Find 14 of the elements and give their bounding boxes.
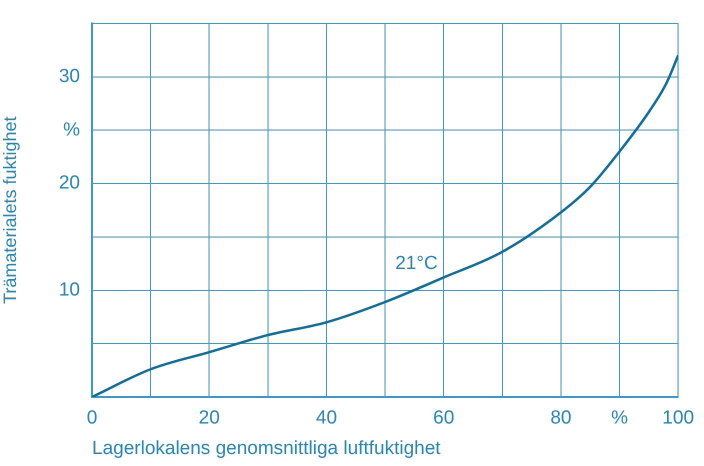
x-tick-label: 60 [433, 408, 454, 429]
y-tick-label: 20 [58, 172, 80, 194]
y-tick-label: % [63, 119, 80, 140]
x-tick-label: 40 [316, 408, 338, 429]
x-tick-label: 80 [550, 408, 572, 429]
x-tick-label: 100 [662, 408, 694, 429]
series-label: 21°C [395, 253, 438, 274]
y-axis-title: Trämaterialets fuktighet [0, 116, 20, 304]
y-tick-label: 30 [58, 66, 80, 88]
x-tick-label: 0 [86, 408, 98, 429]
y-tick-label: 10 [58, 279, 80, 300]
x-tick-label: 20 [198, 408, 220, 429]
x-tick-label: % [611, 408, 628, 429]
x-axis-title: Lagerlokalens genomsnittliga luftfuktighet [92, 438, 442, 459]
